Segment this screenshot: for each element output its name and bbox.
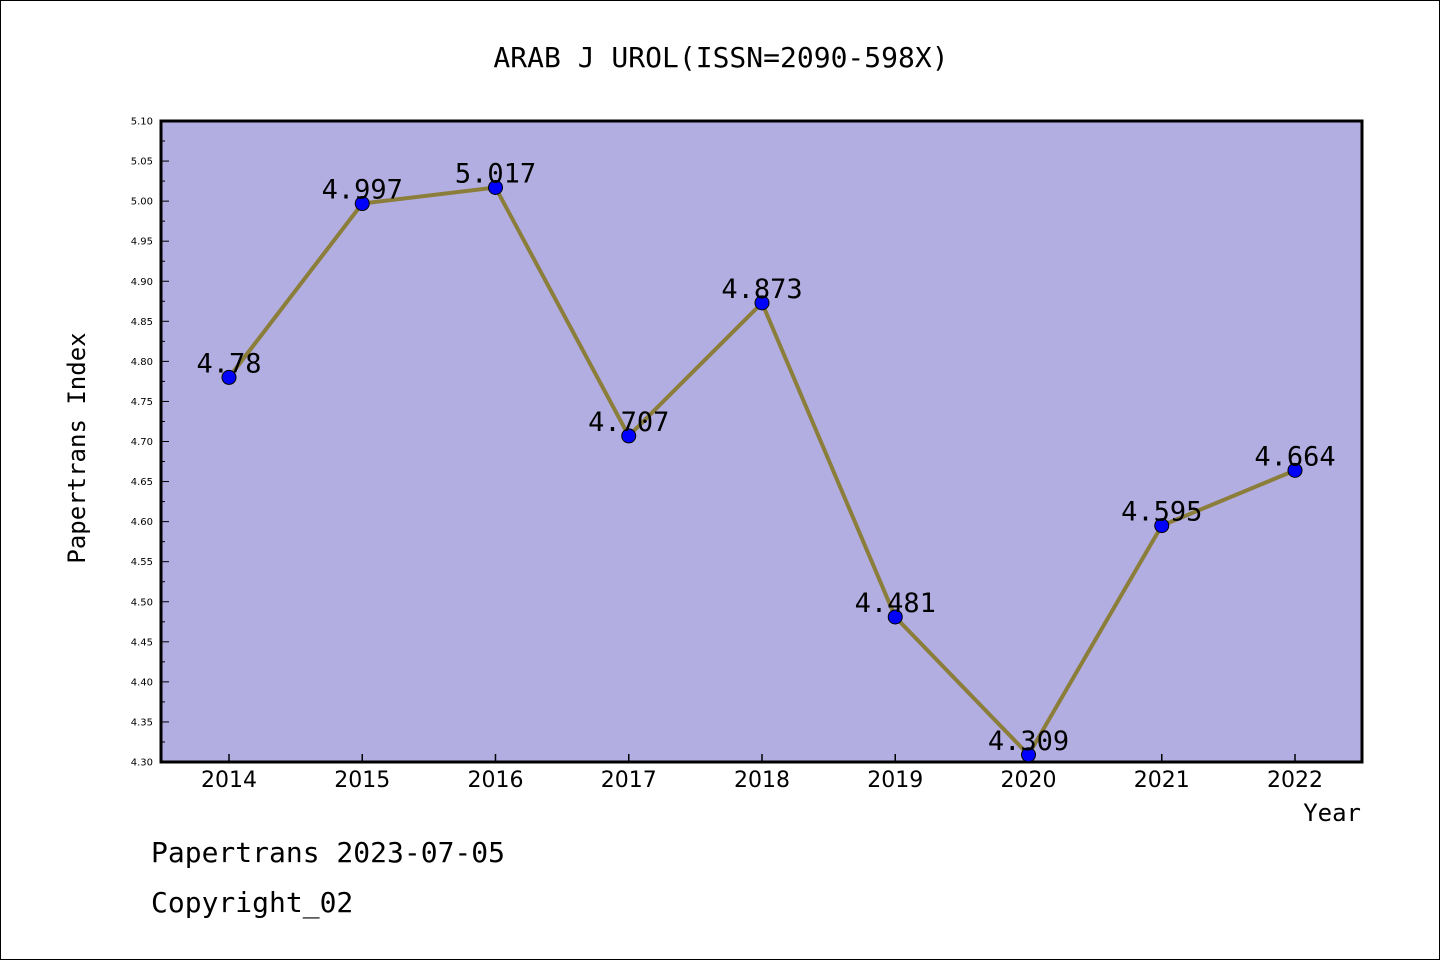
data-label: 4.481 (855, 588, 936, 619)
y-tick-label: 4.90 (131, 277, 153, 288)
y-tick-label: 4.45 (131, 637, 153, 648)
data-label: 4.997 (322, 175, 403, 206)
y-tick-label: 4.80 (131, 357, 153, 368)
footer-date-text: Papertrans 2023-07-05 (151, 836, 506, 869)
data-label: 4.309 (988, 726, 1069, 757)
y-tick-label: 5.05 (131, 157, 153, 168)
data-point (488, 180, 503, 196)
data-point (221, 369, 237, 385)
x-tick-label: 2016 (468, 768, 524, 793)
series-markers (221, 180, 1303, 763)
data-labels: 4.78 4.997 5.017 4.707 4.873 4.481 4.309 4.595 4… (196, 159, 1335, 757)
y-tick-label: 4.70 (131, 437, 153, 448)
data-label: 4.595 (1121, 497, 1202, 528)
x-tick-label: 2018 (734, 768, 790, 793)
y-tick-label: 4.35 (131, 717, 153, 728)
data-label: 4.873 (721, 274, 802, 305)
data-point (1154, 518, 1170, 534)
x-tick-label: 2022 (1267, 768, 1323, 793)
x-tick-label: 2019 (867, 768, 923, 793)
data-point (754, 295, 770, 311)
x-tick-label: 2017 (601, 768, 657, 793)
x-tick-label: 2014 (201, 768, 257, 793)
y-tick-label: 4.95 (131, 237, 153, 248)
data-label: 4.78 (196, 348, 261, 379)
data-label: 4.664 (1254, 441, 1335, 472)
y-axis-label: Papertrans Index (63, 332, 91, 563)
data-point (1021, 747, 1036, 763)
x-tick-label: 2020 (1001, 768, 1057, 793)
data-point (1287, 462, 1303, 478)
y-tick-label: 4.60 (131, 517, 153, 528)
y-tick-label: 4.75 (131, 397, 153, 408)
y-tick-label: 5.10 (131, 117, 153, 128)
x-axis: 2014 2015 2016 2017 2018 2019 2020 2021 2022 (201, 754, 1323, 793)
y-tick-label: 4.40 (131, 677, 153, 688)
y-tick-label: 4.30 (131, 758, 153, 769)
data-label: 5.017 (455, 159, 536, 190)
y-tick-label: 4.55 (131, 557, 153, 568)
plot-area (159, 119, 1364, 764)
y-tick-label: 4.85 (131, 317, 153, 328)
data-point (621, 428, 637, 444)
y-tick-label: 4.65 (131, 477, 153, 488)
chart-title: ARAB J UROL(ISSN=2090-598X) (493, 41, 948, 74)
y-axis: 4.30 4.35 4.40 4.45 4.50 4.55 4.60 4.65 4.70 4.75… (131, 117, 169, 769)
data-label: 4.707 (588, 407, 669, 438)
data-point (887, 609, 903, 625)
y-tick-label: 5.00 (131, 197, 153, 208)
data-point (354, 196, 370, 212)
y-tick-label: 4.50 (131, 597, 153, 608)
x-tick-label: 2021 (1134, 768, 1190, 793)
x-tick-label: 2015 (334, 768, 390, 793)
x-axis-label: Year (1303, 799, 1361, 827)
footer-copyright-text: Copyright_02 (151, 886, 354, 919)
